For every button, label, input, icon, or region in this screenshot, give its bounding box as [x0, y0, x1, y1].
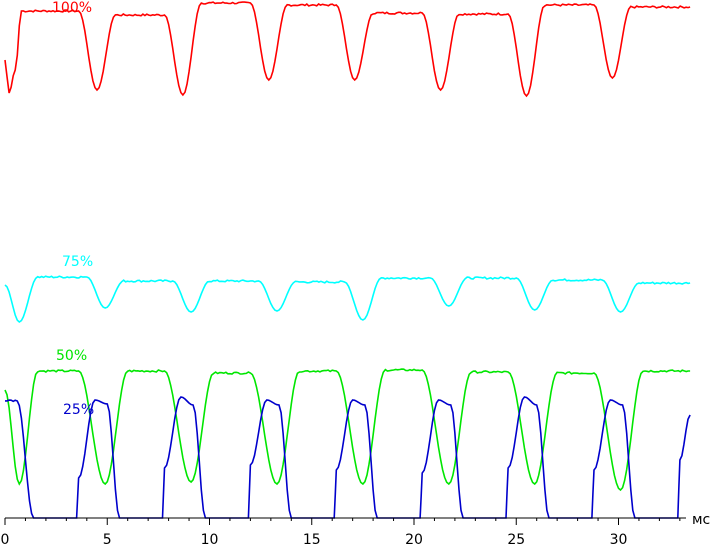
- traces: [4, 1, 691, 519]
- series-line-50pct: [4, 368, 691, 492]
- series-label-100pct: 100%: [52, 0, 92, 16]
- x-tick-label: 0: [1, 532, 10, 546]
- x-tick-label: 20: [405, 532, 423, 546]
- series-line-25pct: [5, 396, 691, 519]
- series-label-50pct: 50%: [56, 348, 87, 364]
- x-tick-label: 5: [103, 532, 112, 546]
- x-axis: 0 5 10 15 20 25 30 мс: [1, 512, 711, 546]
- series-labels: 100% 75% 50% 25%: [52, 0, 94, 418]
- x-tick-label: 15: [303, 532, 321, 546]
- series-line-100pct: [4, 1, 691, 98]
- series-label-75pct: 75%: [62, 254, 93, 270]
- series-line-75pct: [4, 275, 691, 324]
- x-tick-label: 10: [201, 532, 219, 546]
- x-tick-label: 25: [507, 532, 525, 546]
- x-tick-label: 30: [610, 532, 628, 546]
- x-axis-unit-label: мс: [692, 512, 710, 528]
- series-label-25pct: 25%: [63, 402, 94, 418]
